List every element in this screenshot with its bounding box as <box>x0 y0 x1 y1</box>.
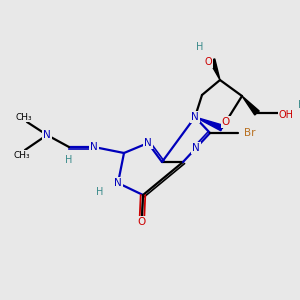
Text: O: O <box>204 57 212 67</box>
Text: H: H <box>96 187 104 197</box>
Text: N: N <box>90 142 98 152</box>
Text: N: N <box>114 178 122 188</box>
Polygon shape <box>195 117 223 131</box>
Text: Br: Br <box>244 128 256 138</box>
Text: CH₃: CH₃ <box>14 151 30 160</box>
Polygon shape <box>242 96 259 115</box>
Text: H: H <box>196 42 204 52</box>
Text: H: H <box>298 100 300 110</box>
Text: N: N <box>144 138 152 148</box>
Text: N: N <box>43 130 51 140</box>
Text: N: N <box>192 143 200 153</box>
Text: CH₃: CH₃ <box>16 112 32 122</box>
Text: H: H <box>65 155 73 165</box>
Polygon shape <box>209 59 220 80</box>
Text: O: O <box>222 117 230 127</box>
Text: N: N <box>191 112 199 122</box>
Text: O: O <box>138 217 146 227</box>
Text: OH: OH <box>278 110 293 120</box>
